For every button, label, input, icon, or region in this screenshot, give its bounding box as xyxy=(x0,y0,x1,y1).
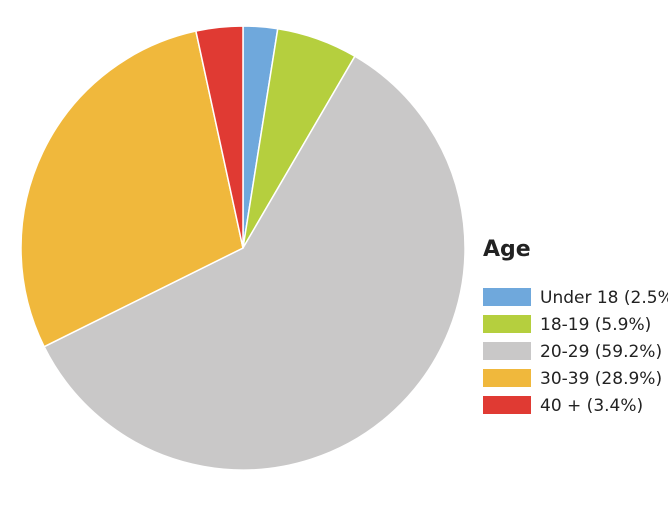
legend-swatch xyxy=(483,315,531,333)
legend-label: 40 + (3.4%) xyxy=(540,396,643,416)
legend-swatch xyxy=(483,369,531,387)
legend-label: Under 18 (2.5% xyxy=(540,288,668,308)
legend-swatch xyxy=(483,396,531,414)
pie-slice xyxy=(194,25,244,249)
legend-label: 30-39 (28.9%) xyxy=(540,369,662,389)
pie-slice xyxy=(43,55,466,471)
legend-label: 18-19 (5.9%) xyxy=(540,315,651,335)
legend-swatch xyxy=(483,288,531,306)
pie-slice xyxy=(20,30,244,348)
legend-label: 20-29 (59.2%) xyxy=(540,342,662,362)
legend-title: Age xyxy=(483,237,531,262)
legend-swatch xyxy=(483,342,531,360)
